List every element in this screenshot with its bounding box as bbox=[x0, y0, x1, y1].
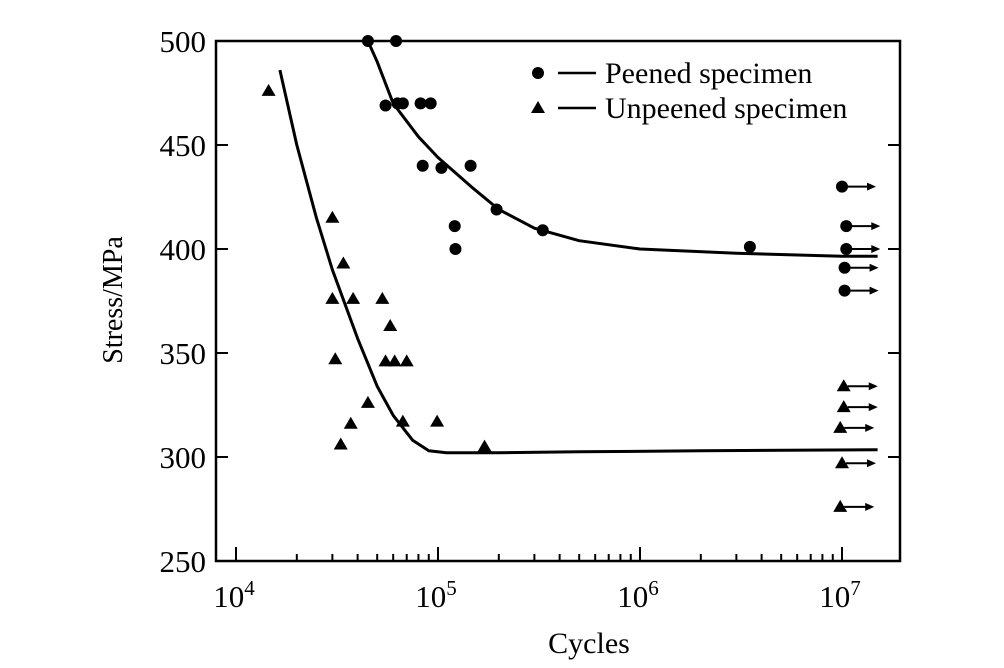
peened-data-point bbox=[449, 243, 462, 255]
unpeened-runout-point bbox=[836, 400, 851, 413]
unpeened-data-point bbox=[343, 416, 358, 429]
runout-arrowhead bbox=[867, 459, 876, 468]
unpeened-data-point bbox=[360, 395, 375, 408]
x-tick-label: 105 bbox=[415, 576, 457, 614]
unpeened-data-point bbox=[325, 210, 340, 223]
legend-label: Peened specimen bbox=[605, 57, 812, 90]
runout-arrowhead bbox=[868, 403, 878, 412]
peened-data-point bbox=[396, 97, 409, 110]
unpeened-data-point bbox=[383, 318, 398, 331]
runout-arrowhead bbox=[865, 423, 875, 432]
runout-arrowhead bbox=[865, 502, 875, 511]
x-tick-label: 106 bbox=[617, 576, 659, 614]
peened-data-point bbox=[743, 240, 756, 253]
unpeened-data-point bbox=[430, 414, 445, 427]
unpeened-runout-point bbox=[833, 420, 848, 433]
unpeened-data-point bbox=[346, 291, 361, 304]
peened-runout-point bbox=[838, 261, 851, 274]
runout-arrowhead bbox=[869, 263, 879, 272]
peened-runout-point bbox=[840, 243, 853, 255]
unpeened-data-point bbox=[395, 414, 410, 427]
unpeened-data-point bbox=[336, 256, 351, 269]
peened-data-point bbox=[390, 35, 403, 47]
unpeened-data-point bbox=[477, 439, 492, 452]
x-axis-ticks: 104 105 106 107 bbox=[213, 547, 861, 614]
y-tick-label: 350 bbox=[160, 336, 207, 371]
runout-arrowhead bbox=[868, 382, 878, 391]
unpeened-runout-point bbox=[836, 379, 851, 392]
peened-data-point bbox=[379, 99, 392, 112]
peened-runout-point bbox=[836, 180, 848, 193]
unpeened-fit-curve bbox=[278, 69, 878, 455]
peened-data-point bbox=[414, 97, 427, 110]
peened-data-point bbox=[448, 220, 461, 233]
unpeened-data-point bbox=[333, 437, 348, 450]
y-tick-label: 250 bbox=[160, 544, 207, 579]
y-tick-label: 300 bbox=[160, 440, 207, 475]
runout-arrowhead bbox=[871, 245, 881, 253]
unpeened-data-point bbox=[399, 354, 414, 367]
data-marks bbox=[261, 35, 881, 512]
unpeened-data-point bbox=[325, 291, 340, 304]
peened-runout-point bbox=[840, 220, 853, 233]
x-tick-label: 107 bbox=[819, 576, 861, 614]
y-axis-ticks: 250 300 350 400 450 500 bbox=[160, 24, 900, 579]
peened-data-point bbox=[361, 35, 374, 47]
legend-label: Unpeened specimen bbox=[605, 92, 847, 125]
peened-data-point bbox=[435, 161, 448, 174]
runout-arrowhead bbox=[871, 222, 881, 231]
legend-circle-marker bbox=[532, 67, 544, 79]
peened-data-point bbox=[424, 97, 437, 110]
unpeened-data-point bbox=[378, 354, 393, 367]
x-axis-label: Cycles bbox=[548, 627, 630, 660]
y-tick-label: 500 bbox=[160, 24, 207, 59]
unpeened-data-point bbox=[387, 354, 402, 367]
plot-frame bbox=[214, 39, 902, 563]
x-tick-label: 104 bbox=[213, 576, 255, 614]
peened-data-point bbox=[416, 159, 429, 172]
peened-runout-point bbox=[838, 284, 851, 297]
peened-data-point bbox=[536, 224, 549, 237]
unpeened-runout-point bbox=[835, 456, 849, 469]
legend-triangle-marker bbox=[531, 101, 545, 113]
y-tick-label: 400 bbox=[160, 232, 207, 267]
runout-arrowhead bbox=[869, 286, 879, 295]
unpeened-data-point bbox=[261, 83, 276, 96]
runout-arrowhead bbox=[867, 182, 876, 191]
y-axis-label: Stress/MPa bbox=[98, 236, 129, 364]
unpeened-data-point bbox=[375, 291, 390, 304]
unpeened-data-point bbox=[328, 352, 343, 365]
unpeened-runout-point bbox=[833, 499, 848, 512]
peened-data-point bbox=[490, 203, 503, 216]
y-tick-label: 450 bbox=[160, 128, 207, 163]
peened-data-point bbox=[464, 159, 477, 172]
